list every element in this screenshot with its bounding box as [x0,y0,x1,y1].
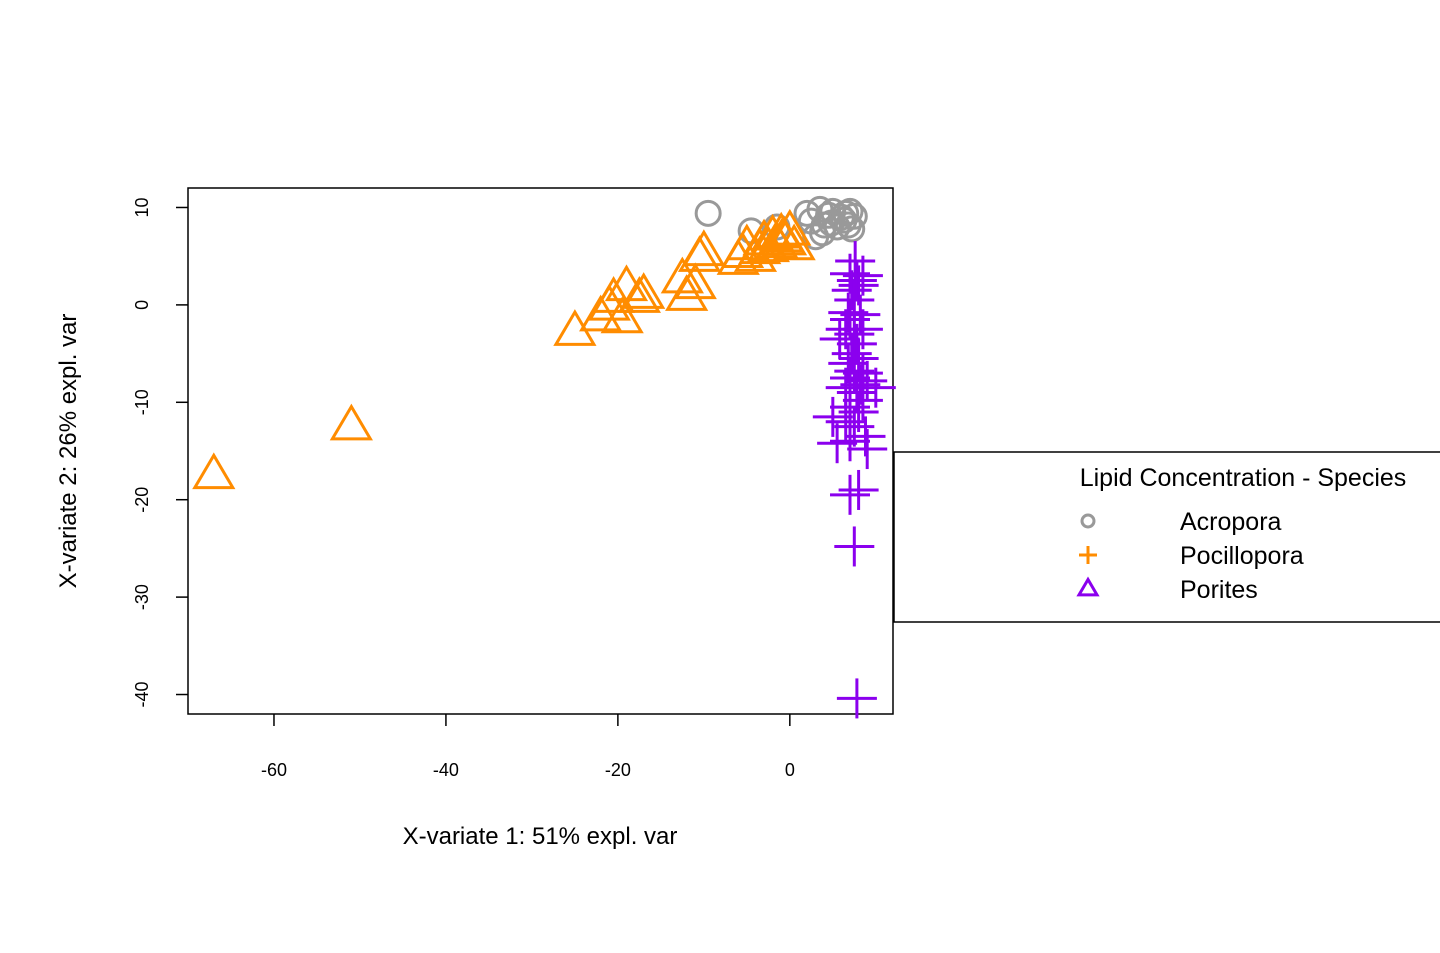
triangle-point [600,296,644,334]
legend: Lipid Concentration - Species Acropora Po… [893,451,1440,623]
x-tick-label: -60 [261,760,287,780]
triangle-point [768,208,812,246]
plot-frame [187,187,894,715]
triangle-point [192,452,236,490]
circle-point [836,197,864,225]
plus-point [830,474,871,515]
x-axis: -60 -40 -20 0 [261,714,795,780]
triangle-point [673,262,717,300]
triangle-point [617,276,661,313]
legend-title: Lipid Concentration - Species [1080,464,1407,492]
plus-point [838,469,879,510]
triangle-point [553,309,597,346]
legend-box [893,451,1440,623]
plus-point [834,526,875,567]
plus-point [836,678,877,719]
circle-point [838,215,866,243]
plus-point [847,429,888,470]
triangle-point [329,403,373,441]
data-points [192,195,896,719]
triangle-point [579,294,623,332]
plus-point [847,360,888,401]
circle-point [694,199,722,227]
y-axis-title: X-variate 2: 26% expl. var [55,314,82,589]
plus-icon [1079,546,1097,564]
circle-point [817,209,845,237]
triangle-point [682,229,726,267]
triangle-point [660,256,704,294]
x-tick-label: 0 [785,760,795,780]
x-axis-title: X-variate 1: 51% expl. var [403,823,678,850]
plus-point [836,260,877,301]
triangle-point [622,272,666,309]
x-tick-label: -40 [433,760,459,780]
triangle-point [772,223,816,261]
y-tick-label: -30 [132,584,152,610]
y-axis: 10 0 -10 -20 -30 -40 [132,197,188,708]
plus-point [831,270,872,311]
plus-point [817,423,858,464]
plus-point [831,333,872,374]
y-tick-label: -40 [132,682,152,708]
triangle-point [761,215,805,253]
triangle-icon [1076,576,1100,597]
legend-label: Acropora [1180,508,1282,536]
legend-items: Acropora Pocillopora Porites [1076,508,1304,604]
circle-point [834,211,862,239]
circle-icon [1080,513,1096,529]
y-tick-label: 0 [132,300,152,310]
legend-label: Porites [1180,576,1258,604]
x-tick-label: -20 [605,760,631,780]
y-tick-label: -10 [132,389,152,415]
legend-label: Pocillopora [1180,542,1304,570]
y-tick-label: -20 [132,487,152,513]
circle-point [809,219,836,247]
y-tick-label: 10 [132,197,152,217]
